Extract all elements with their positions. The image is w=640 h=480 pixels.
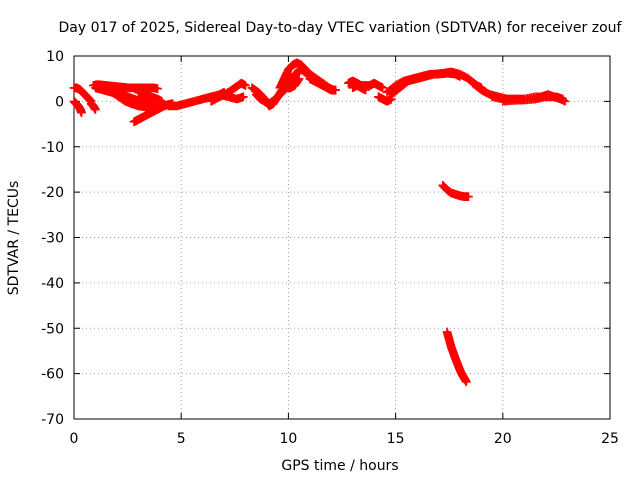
data-points	[69, 58, 570, 387]
y-axis-label: SDTVAR / TECUs	[6, 181, 22, 296]
y-tick-label: 0	[55, 94, 64, 110]
x-tick-label: 25	[601, 431, 619, 447]
series-early-dip	[69, 97, 86, 118]
series-hump-long-2	[387, 67, 486, 99]
series-peak-tail	[273, 74, 304, 102]
data-point	[77, 108, 86, 118]
x-tick-label: 5	[177, 431, 186, 447]
grid-lines	[74, 56, 610, 419]
data-point	[153, 84, 162, 93]
x-tick-label: 0	[70, 431, 79, 447]
x-tick-label: 15	[387, 431, 405, 447]
data-point	[462, 377, 471, 387]
series-gap-pair	[326, 85, 340, 95]
series-arc-c	[134, 88, 167, 106]
data-point	[556, 94, 565, 104]
series-dip-14	[374, 92, 396, 106]
y-tick-label: -60	[41, 367, 64, 383]
y-tick-labels: 10 0 -10 -20 -30 -40 -50 -60 -70	[41, 49, 64, 428]
data-point	[378, 83, 388, 93]
series-late-3	[530, 90, 565, 104]
x-axis-label: GPS time / hours	[281, 458, 398, 474]
data-point	[239, 92, 248, 102]
x-tick-labels: 0 5 10 15 20 25	[70, 431, 619, 447]
series-tail-2	[305, 69, 338, 95]
y-tick-label: -30	[41, 231, 64, 247]
series-arc-b	[101, 83, 162, 113]
x-tick-label: 20	[494, 431, 512, 447]
y-tick-label: 10	[46, 49, 64, 65]
series-early-arc-2	[86, 99, 100, 114]
chart-title: Day 017 of 2025, Sidereal Day-to-day VTE…	[59, 20, 623, 36]
y-tick-label: -40	[41, 276, 64, 292]
y-tick-label: -10	[41, 140, 64, 156]
data-point	[361, 85, 370, 95]
y-tick-label: -70	[41, 412, 64, 428]
series-outlier-a	[438, 181, 473, 201]
series-mid-3	[215, 90, 248, 104]
data-point	[464, 192, 473, 201]
x-tick-label: 10	[279, 431, 297, 447]
y-tick-label: -50	[41, 321, 64, 337]
y-tick-label: -20	[41, 185, 64, 201]
series-outlier-b	[442, 327, 471, 387]
data-point	[241, 81, 250, 90]
series-cluster-13b	[348, 81, 370, 95]
plot-frame	[73, 55, 611, 420]
data-point	[331, 85, 340, 95]
series-hump-3	[275, 58, 315, 93]
data-point	[294, 74, 304, 83]
data-point	[91, 105, 100, 114]
